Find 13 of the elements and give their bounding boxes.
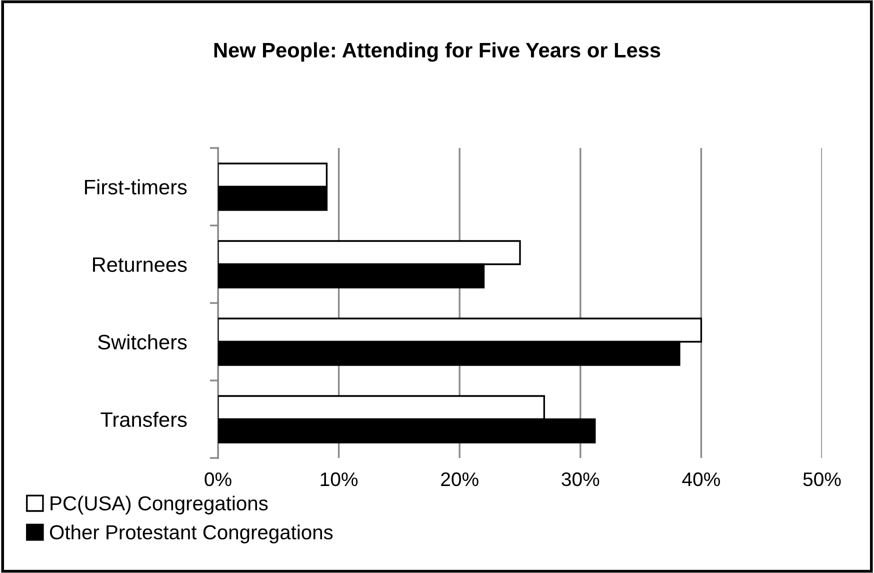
y-tick-label: Returnees (93, 257, 187, 272)
legend-label: PC(USA) Congregations (50, 496, 268, 514)
x-tick-label: 20% (441, 472, 478, 486)
x-tick-label: 50% (803, 472, 841, 486)
chart-title: New People: Attending for Five Years or Less (214, 42, 660, 62)
y-tick-label: First-timers (85, 179, 187, 195)
y-tick-label: Switchers (98, 334, 187, 350)
y-tick-label: Transfers (100, 412, 187, 428)
x-tick-label: 0% (204, 472, 232, 486)
x-tick-label: 40% (682, 472, 720, 486)
legend-label: Other Protestant Congregations (50, 524, 333, 544)
x-tick-label: 10% (320, 472, 358, 486)
x-tick-label: 30% (562, 472, 600, 486)
